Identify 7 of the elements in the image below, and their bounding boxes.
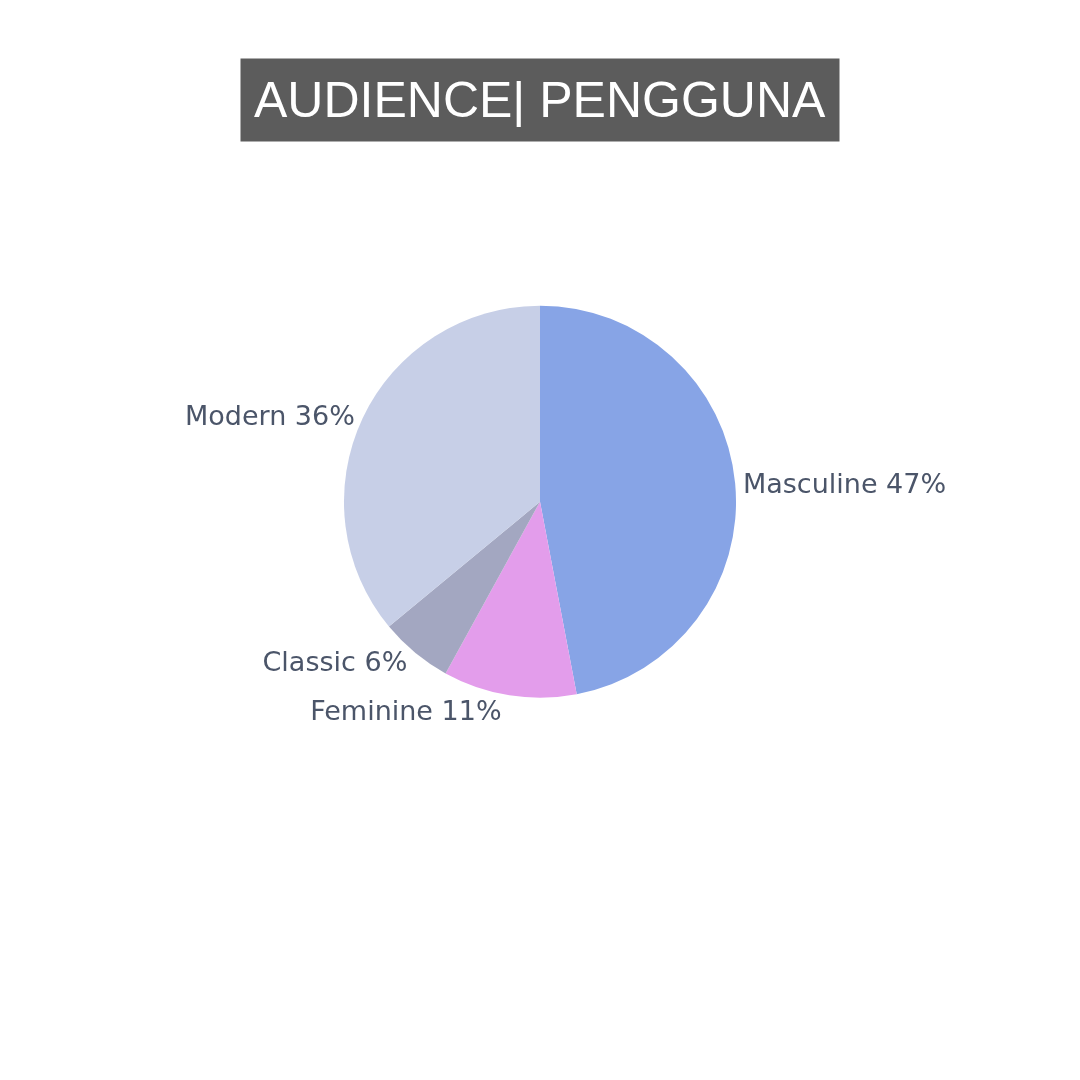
pie-slice [540, 305, 736, 695]
slice-label: Modern 36% [184, 399, 355, 431]
pie-slice [445, 501, 577, 698]
slice-label: Masculine 47% [742, 467, 947, 499]
slice-label: Classic 6% [262, 646, 408, 678]
chart-title: AUDIENCE| PENGGUNA [254, 72, 827, 128]
slice-label: Feminine 11% [310, 694, 502, 726]
